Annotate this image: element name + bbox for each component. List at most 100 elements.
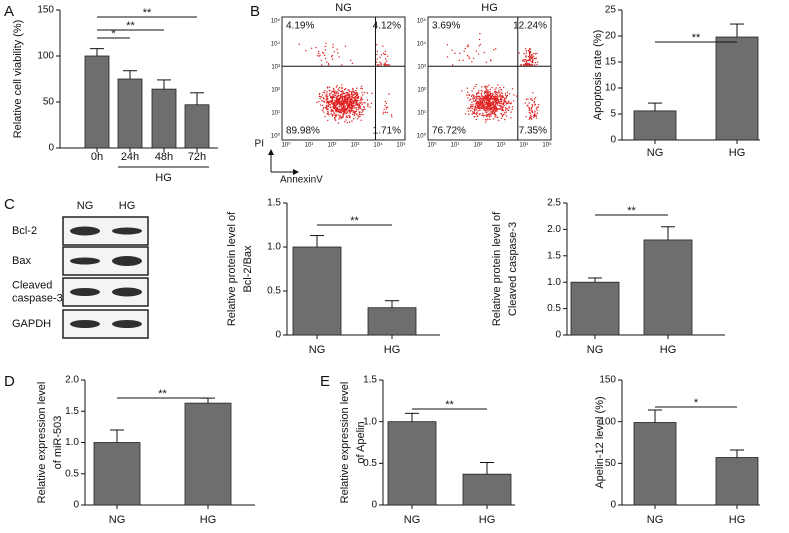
event-dot (334, 99, 336, 102)
event-dot (505, 101, 507, 104)
y-tick-label: 5 (610, 109, 616, 120)
panel-letter: E (320, 373, 330, 390)
x-tick-label: 10² (328, 143, 337, 149)
event-dot (355, 89, 357, 92)
band (112, 256, 142, 266)
event-dot (340, 104, 342, 107)
y-tick-label: 10¹ (271, 111, 280, 117)
event-dot (492, 118, 495, 120)
event-dot (350, 101, 353, 103)
event-dot (504, 118, 506, 121)
panel-letter: B (250, 3, 260, 20)
event-dot (344, 94, 347, 97)
event-dot (320, 95, 322, 98)
x-tick-label: 24h (121, 151, 139, 163)
event-dot (342, 105, 345, 108)
event-dot (464, 113, 467, 115)
event-dot (504, 94, 507, 97)
event-dot (505, 97, 507, 99)
event-dot (339, 115, 341, 117)
event-dot (474, 109, 476, 111)
event-dot (347, 97, 349, 99)
event-dot (343, 88, 346, 91)
event-dot (347, 92, 349, 95)
event-dot (348, 105, 350, 108)
event-dot (476, 115, 478, 118)
event-dot (478, 99, 481, 101)
x-tick-label: 48h (155, 151, 173, 163)
event-dot (384, 53, 387, 56)
event-dot (349, 116, 351, 119)
event-dot (499, 108, 501, 110)
event-dot (507, 109, 509, 112)
event-dot (334, 102, 337, 104)
event-dot (498, 119, 500, 122)
event-dot (496, 97, 499, 100)
event-dot (353, 114, 355, 117)
event-dot (351, 105, 353, 108)
y-tick-label: 1.0 (363, 416, 377, 427)
event-dot (355, 92, 357, 95)
event-dot (468, 99, 471, 101)
event-dot (487, 98, 489, 100)
event-dot (341, 98, 344, 100)
x-tick-label: HG (729, 514, 746, 526)
events (298, 42, 393, 124)
x-tick-label: HG (200, 514, 217, 526)
event-dot (495, 97, 497, 100)
event-dot (342, 114, 344, 117)
event-dot (537, 103, 540, 106)
event-dot (531, 61, 534, 64)
event-dot (482, 96, 485, 98)
bar (387, 421, 437, 506)
event-dot (358, 103, 360, 105)
event-dot (355, 98, 357, 100)
band (112, 227, 142, 235)
panel-letter: D (4, 373, 15, 390)
significance-label: * (111, 28, 116, 40)
event-dot (472, 112, 475, 115)
event-dot (349, 112, 351, 114)
event-dot (515, 95, 518, 97)
y-tick-label: 10³ (417, 65, 426, 71)
plot-title: NG (335, 2, 352, 14)
event-dot (326, 61, 328, 63)
event-dot (518, 52, 521, 54)
event-dot (528, 59, 530, 62)
event-dot (333, 92, 336, 94)
event-dot (484, 97, 486, 99)
event-dot (463, 50, 465, 53)
event-dot (355, 102, 357, 105)
event-dot (323, 54, 326, 57)
x-tick-label: 10¹ (451, 143, 460, 149)
event-dot (333, 94, 335, 96)
bar (570, 281, 620, 336)
event-dot (468, 107, 471, 110)
event-dot (361, 111, 363, 113)
y-tick-label: 10³ (271, 65, 280, 71)
event-dot (357, 103, 359, 105)
event-dot (494, 102, 496, 104)
event-dot (536, 109, 538, 111)
event-dot (507, 102, 509, 105)
event-dot (328, 93, 331, 95)
event-dot (503, 99, 506, 101)
event-dot (451, 49, 453, 51)
event-dot (367, 105, 369, 108)
y-tick-label: 20 (605, 31, 617, 42)
event-dot (491, 92, 493, 95)
event-dot (485, 85, 487, 88)
y-tick-label: 0 (610, 135, 616, 146)
event-dot (386, 64, 388, 66)
event-dot (325, 106, 327, 108)
event-dot (492, 110, 495, 113)
event-dot (474, 112, 476, 115)
bar (292, 246, 342, 336)
event-dot (384, 104, 386, 107)
event-dot (504, 97, 506, 100)
event-dot (383, 63, 385, 65)
event-dot (478, 105, 480, 108)
event-dot (323, 106, 325, 109)
event-dot (350, 109, 353, 111)
